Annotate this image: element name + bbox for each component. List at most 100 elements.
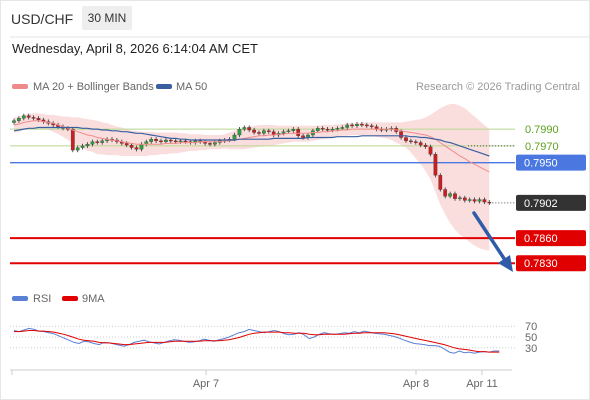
candle-body <box>173 140 178 143</box>
candles <box>12 113 492 205</box>
candle-body <box>164 139 168 142</box>
candle-body <box>350 124 354 127</box>
candle-body <box>423 144 428 147</box>
candle-body <box>168 139 173 142</box>
candle-body <box>458 197 462 200</box>
candle-body <box>340 127 345 129</box>
ma20-legend-label: MA 20 + Bollinger Bands <box>33 81 154 93</box>
rsi-legend-swatch <box>12 296 28 301</box>
symbol-label: USD/CHF <box>11 11 74 27</box>
candle-body <box>208 143 212 145</box>
rsi-line <box>13 327 500 354</box>
candle-body <box>134 147 139 150</box>
timeframe-button[interactable]: 30 MIN <box>82 6 132 30</box>
candle-body <box>330 128 335 131</box>
candle-body <box>443 189 448 197</box>
pivot-label-box <box>516 154 586 171</box>
candle-body <box>428 146 433 155</box>
candle-body <box>281 131 286 134</box>
candle-body <box>149 139 154 142</box>
candle-body <box>364 124 369 127</box>
candle-body <box>70 128 75 151</box>
candle-body <box>301 135 305 138</box>
candle-body <box>247 127 252 131</box>
bollinger-band-area <box>14 104 490 251</box>
candle-body <box>467 199 472 201</box>
candle-body <box>477 199 482 202</box>
resistance-label: 0.7990 <box>525 124 559 136</box>
candle-body <box>438 175 443 190</box>
ma20-line <box>13 120 490 173</box>
candle-body <box>178 140 183 143</box>
rsi-legend-label: RSI <box>33 293 51 305</box>
candle-body <box>399 131 403 138</box>
candle-body <box>355 123 359 126</box>
candle-body <box>453 193 457 199</box>
candle-body <box>345 124 350 128</box>
candle-body <box>262 130 266 134</box>
chart-date: Wednesday, April 8, 2026 6:14:04 AM CET <box>12 41 258 56</box>
candle-body <box>291 128 296 131</box>
rsi-ma-line <box>14 330 500 353</box>
rsi-tick-label: 70 <box>525 321 537 333</box>
candle-body <box>335 128 340 130</box>
bollinger-bands <box>14 104 490 251</box>
candle-body <box>139 144 144 150</box>
ma9-legend-swatch <box>62 296 78 301</box>
candle-body <box>75 147 80 151</box>
candle-body <box>183 140 188 143</box>
candle-body <box>266 130 271 132</box>
price-level-labels: 0.7990 0.7970 0.7950 0.7902 0.7860 0.7830 <box>516 124 586 272</box>
candle-body <box>213 142 217 145</box>
candle-body <box>129 144 134 148</box>
candle-body <box>12 120 16 123</box>
last-price-label: 0.7902 <box>524 198 558 210</box>
x-tick-label: Apr 11 <box>466 378 498 390</box>
candle-body <box>159 140 163 143</box>
candle-body <box>80 145 85 148</box>
x-tick-label: Apr 8 <box>403 378 429 390</box>
rsi-tick-label: 50 <box>525 332 537 344</box>
chart-header: USD/CHF 30 MIN <box>0 0 590 38</box>
x-tick-label: Apr 7 <box>193 378 219 390</box>
candle-body <box>26 115 31 118</box>
forecast-arrow <box>472 211 513 272</box>
candle-body <box>360 123 364 126</box>
rsi-lines <box>13 327 500 354</box>
candle-body <box>472 199 477 202</box>
x-axis-ticks: Apr 7 Apr 8 Apr 11 <box>11 370 498 390</box>
candle-body <box>17 118 21 121</box>
ma50-line <box>13 126 490 157</box>
support-label-box <box>516 255 586 272</box>
support-label: 0.7830 <box>524 258 558 270</box>
candle-body <box>90 141 95 145</box>
candle-body <box>286 130 291 132</box>
candle-body <box>315 128 320 131</box>
ma20-legend-swatch <box>12 84 28 89</box>
ma50-legend-swatch <box>156 84 172 89</box>
candle-body <box>369 125 374 127</box>
candle-body <box>257 132 261 134</box>
candle-body <box>404 137 408 142</box>
candle-body <box>242 127 247 130</box>
candle-body <box>232 134 237 140</box>
price-levels <box>10 128 515 265</box>
ma9-legend-label: 9MA <box>82 293 105 305</box>
candle-body <box>31 117 36 119</box>
candle-body <box>448 193 452 197</box>
candle-body <box>85 144 90 147</box>
resistance-label: 0.7970 <box>525 141 559 153</box>
candle-body <box>95 141 100 143</box>
support-label-box <box>516 230 586 247</box>
candle-body <box>325 128 330 131</box>
candle-body <box>320 128 325 130</box>
ma50-legend-label: MA 50 <box>176 81 207 93</box>
research-credit: Research © 2026 Trading Central <box>416 81 580 93</box>
candle-body <box>237 128 242 136</box>
support-label: 0.7860 <box>524 233 558 245</box>
candle-body <box>21 115 26 119</box>
candle-body <box>409 140 413 143</box>
candle-body <box>252 129 256 133</box>
